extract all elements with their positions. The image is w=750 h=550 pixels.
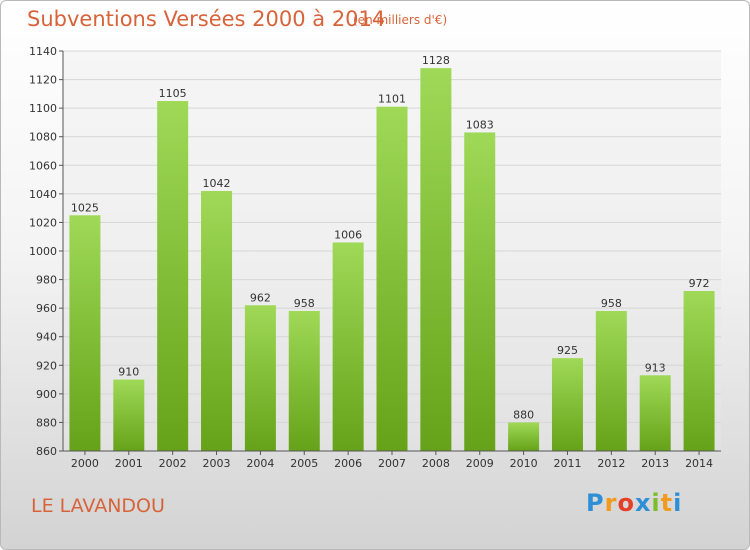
y-tick-label: 880 (36, 416, 57, 429)
data-label: 1101 (378, 93, 406, 106)
y-tick-label: 1140 (29, 45, 57, 58)
y-tick-label: 1020 (29, 216, 57, 229)
x-tick-label: 2004 (246, 457, 274, 470)
bar (551, 358, 583, 451)
x-tick-label: 2011 (553, 457, 581, 470)
data-label: 880 (513, 408, 534, 421)
data-label: 910 (118, 366, 139, 379)
x-tick-label: 2014 (685, 457, 713, 470)
y-axis: 860 880 900 920 940 960 980 1000 1020 1040 1060 108… (29, 45, 64, 458)
x-tick-label: 2003 (203, 457, 231, 470)
bar (69, 215, 101, 451)
unit-note: (en milliers d'€) (353, 13, 448, 27)
x-tick-label: 2008 (422, 457, 450, 470)
data-label: 1042 (203, 177, 231, 190)
data-label: 958 (294, 297, 315, 310)
x-axis: 2000 2001 2002 2003 2004 2005 2006 2007 2008 2009… (63, 450, 721, 470)
logo-letter: x (634, 489, 652, 517)
y-tick-label: 1060 (29, 159, 57, 172)
x-tick-label: 2005 (290, 457, 318, 470)
place-name: LE LAVANDOU (31, 495, 165, 517)
y-tick-label: 960 (36, 302, 57, 315)
x-tick-label: 2007 (378, 457, 406, 470)
y-tick-label: 1000 (29, 245, 57, 258)
bar (508, 422, 540, 451)
proxiti-logo: Proxiti (586, 489, 682, 517)
y-tick-label: 1040 (29, 188, 57, 201)
bar (376, 106, 408, 451)
bar (595, 311, 627, 451)
bar (420, 68, 452, 452)
bar (288, 311, 320, 451)
x-tick-label: 2002 (159, 457, 187, 470)
logo-letter: P (586, 489, 605, 517)
data-label: 1105 (159, 87, 187, 100)
data-label: 1128 (422, 54, 450, 67)
bar (244, 305, 276, 451)
logo-letter: r (604, 489, 618, 517)
bar (332, 242, 364, 451)
data-label: 962 (250, 291, 271, 304)
bars: 1025 910 1105 1042 962 958 1006 1101 1128 1083 880… (69, 54, 715, 452)
y-tick-label: 1080 (29, 131, 57, 144)
data-label: 958 (601, 297, 622, 310)
x-tick-label: 2006 (334, 457, 362, 470)
data-label: 913 (645, 361, 666, 374)
logo-letter: i (651, 489, 661, 517)
data-label: 1025 (71, 201, 99, 214)
x-tick-label: 2000 (71, 457, 99, 470)
data-label: 1006 (334, 228, 362, 241)
x-tick-label: 2013 (641, 457, 669, 470)
x-tick-label: 2001 (115, 457, 143, 470)
bar (157, 101, 189, 451)
data-label: 1083 (466, 118, 494, 131)
logo-letter: o (617, 489, 635, 517)
y-tick-label: 900 (36, 388, 57, 401)
y-tick-label: 920 (36, 359, 57, 372)
x-tick-label: 2010 (510, 457, 538, 470)
y-tick-label: 980 (36, 274, 57, 287)
y-tick-label: 1120 (29, 74, 57, 87)
logo-letter: t (660, 489, 674, 517)
data-label: 972 (689, 277, 710, 290)
y-tick-label: 940 (36, 331, 57, 344)
logo-letter: i (673, 489, 683, 517)
bar (464, 132, 496, 451)
bar (639, 375, 671, 451)
bar (683, 291, 715, 451)
bar (113, 379, 145, 451)
bar (201, 191, 233, 451)
x-tick-label: 2009 (466, 457, 494, 470)
chart-title: Subventions Versées 2000 à 2014 (27, 7, 386, 31)
y-tick-label: 1100 (29, 102, 57, 115)
data-label: 925 (557, 344, 578, 357)
y-tick-label: 860 (36, 445, 57, 458)
x-tick-label: 2012 (597, 457, 625, 470)
